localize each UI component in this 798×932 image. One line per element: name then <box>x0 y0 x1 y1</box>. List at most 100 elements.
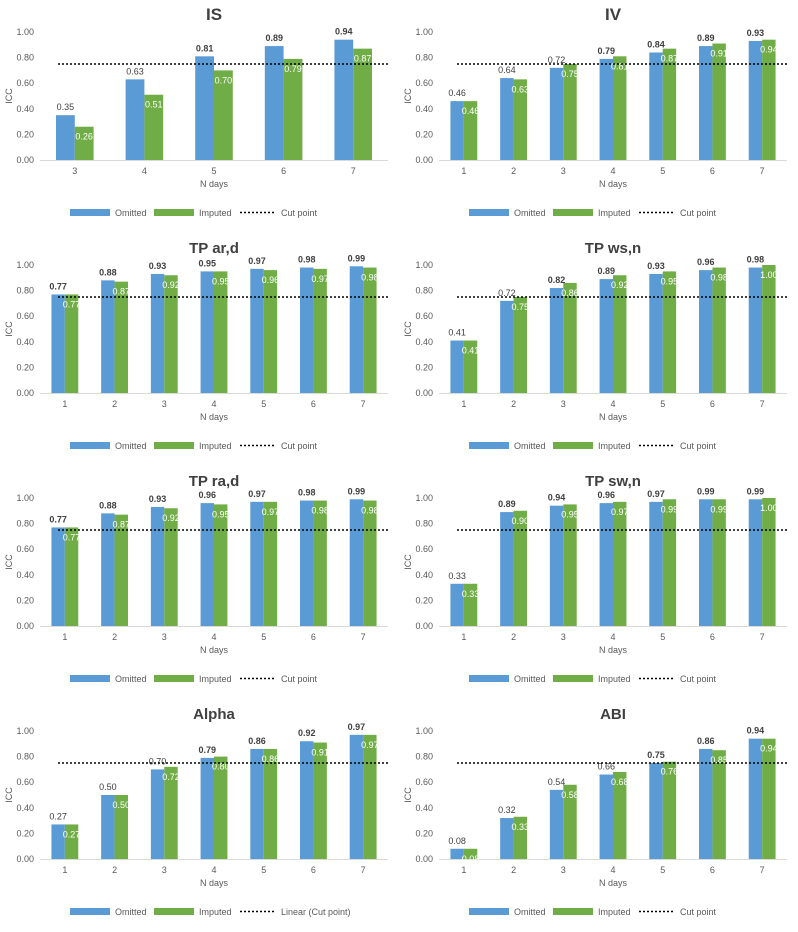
bar-imputed <box>613 501 627 626</box>
legend-label-cut-point: Cut point <box>680 674 717 684</box>
x-tick-label: 5 <box>261 632 266 642</box>
y-tick-label: 0.80 <box>415 519 433 529</box>
bar-omitted <box>101 795 115 859</box>
value-label-omitted: 0.89 <box>598 266 616 276</box>
value-label-omitted: 0.97 <box>248 489 266 499</box>
legend-label-cut-point: Cut point <box>281 208 318 218</box>
value-label-imputed: 0.58 <box>561 790 579 800</box>
value-label-imputed: 0.72 <box>162 772 180 782</box>
bar-omitted <box>500 512 514 626</box>
bar-imputed <box>114 514 128 626</box>
bar-imputed <box>363 500 377 626</box>
x-axis-label: N days <box>599 412 628 422</box>
y-tick-label: 1.00 <box>415 260 433 270</box>
value-label-imputed: 0.90 <box>512 516 530 526</box>
x-tick-label: 7 <box>760 166 765 176</box>
value-label-imputed: 0.99 <box>710 504 728 514</box>
bar-imputed <box>563 784 577 859</box>
x-tick-label: 2 <box>112 865 117 875</box>
value-label-omitted: 0.86 <box>248 736 266 746</box>
chart-title: IS <box>206 5 222 24</box>
value-label-imputed: 0.26 <box>75 132 93 142</box>
y-tick-label: 1.00 <box>16 726 34 736</box>
x-tick-label: 1 <box>461 166 466 176</box>
bar-imputed <box>64 824 79 859</box>
x-tick-label: 5 <box>660 865 665 875</box>
value-label-imputed: 0.41 <box>462 346 480 356</box>
value-label-imputed: 0.98 <box>311 506 329 516</box>
x-axis-label: N days <box>200 878 229 888</box>
x-tick-label: 1 <box>461 865 466 875</box>
bar-imputed <box>214 504 228 626</box>
y-tick-label: 0.80 <box>415 53 433 63</box>
value-label-omitted: 0.79 <box>598 46 616 56</box>
value-label-omitted: 0.94 <box>335 27 353 37</box>
bar-omitted <box>649 52 663 161</box>
x-tick-label: 5 <box>660 166 665 176</box>
bar-omitted <box>250 268 264 393</box>
bar-imputed <box>712 750 726 859</box>
bar-imputed <box>463 583 478 626</box>
x-tick-label: 5 <box>660 632 665 642</box>
y-tick-label: 0.60 <box>16 78 34 88</box>
value-label-imputed: 0.99 <box>661 504 679 514</box>
chart-is: IS 0.00 0.20 0.40 0.60 0.80 1.00 ICC 0.35 0.26 3 0.… <box>0 0 399 233</box>
bar-imputed <box>463 101 478 160</box>
legend-label-omitted: Omitted <box>115 907 147 917</box>
y-tick-label: 0.00 <box>16 388 34 398</box>
chart-tp-ws-n: TP ws,n 0.00 0.20 0.40 0.60 0.80 1.00 ICC 0.41 0.… <box>399 233 798 466</box>
x-tick-label: 3 <box>162 865 167 875</box>
bar-omitted <box>349 734 364 859</box>
bar-omitted <box>200 271 214 393</box>
x-tick-label: 6 <box>710 632 715 642</box>
legend-label-omitted: Omitted <box>514 441 546 451</box>
legend-swatch-imputed <box>553 442 593 449</box>
legend-swatch-imputed <box>553 209 593 216</box>
bar-imputed <box>463 340 478 393</box>
bar-imputed <box>64 527 79 626</box>
x-tick-label: 6 <box>710 399 715 409</box>
y-tick-label: 0.20 <box>16 362 34 372</box>
bar-omitted <box>549 288 564 393</box>
x-tick-label: 6 <box>710 166 715 176</box>
y-axis-label: ICC <box>4 88 14 104</box>
value-label-omitted: 0.97 <box>647 489 665 499</box>
bar-omitted <box>748 267 763 393</box>
y-axis-label: ICC <box>403 787 413 803</box>
bar-imputed <box>762 39 776 160</box>
x-tick-label: 5 <box>211 166 216 176</box>
bar-omitted <box>101 280 115 393</box>
bar-omitted <box>500 78 514 160</box>
value-label-imputed: 0.63 <box>512 84 530 94</box>
x-tick-label: 2 <box>511 865 516 875</box>
value-label-imputed: 0.85 <box>710 755 728 765</box>
y-tick-label: 0.20 <box>16 828 34 838</box>
bar-imputed <box>363 734 377 859</box>
bar-omitted <box>450 340 464 393</box>
value-label-imputed: 0.95 <box>212 276 230 286</box>
value-label-imputed: 0.91 <box>710 49 728 59</box>
bar-omitted <box>101 513 115 626</box>
legend-label-cut-point: Cut point <box>680 907 717 917</box>
bar-omitted <box>599 774 613 859</box>
y-tick-label: 1.00 <box>16 260 34 270</box>
bar-omitted <box>748 40 763 160</box>
legend-label-imputed: Imputed <box>199 441 232 451</box>
value-label-imputed: 0.86 <box>561 288 579 298</box>
value-label-omitted: 0.77 <box>49 281 67 291</box>
legend-swatch-imputed <box>154 442 194 449</box>
y-tick-label: 0.40 <box>16 570 34 580</box>
bar-omitted <box>125 79 145 160</box>
bar-omitted <box>450 848 464 859</box>
y-tick-label: 0.60 <box>16 311 34 321</box>
y-tick-label: 0.40 <box>16 803 34 813</box>
value-label-omitted: 0.50 <box>99 782 117 792</box>
value-label-imputed: 0.76 <box>661 767 679 777</box>
y-tick-label: 0.60 <box>16 544 34 554</box>
legend-swatch-omitted <box>70 675 110 682</box>
x-tick-label: 3 <box>561 865 566 875</box>
bar-imputed <box>353 48 372 160</box>
value-label-omitted: 0.96 <box>199 490 217 500</box>
x-tick-label: 7 <box>361 399 366 409</box>
value-label-omitted: 0.64 <box>498 65 516 75</box>
